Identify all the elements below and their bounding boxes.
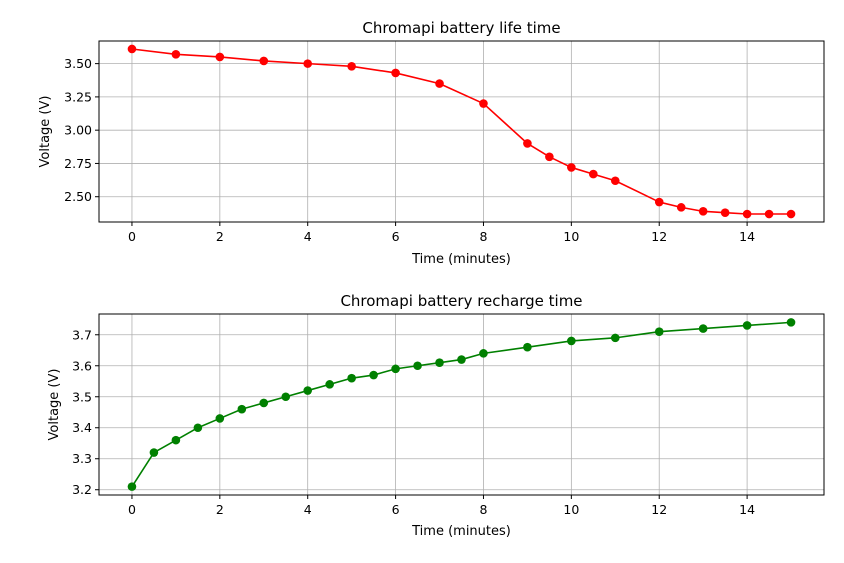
data-point: [523, 139, 532, 148]
data-point: [171, 50, 181, 59]
data-point: [127, 482, 137, 491]
x-tick-label: 8: [479, 502, 487, 517]
data-point: [479, 349, 488, 358]
x-tick-label: 12: [651, 502, 667, 517]
x-tick-label: 0: [128, 502, 136, 517]
data-point: [347, 61, 356, 71]
x-tick-label: 4: [304, 229, 312, 244]
chart-title: Chromapi battery life time: [362, 19, 560, 37]
y-tick-label: 3.3: [72, 451, 92, 466]
data-point: [698, 207, 708, 216]
data-point: [786, 318, 796, 327]
data-point: [281, 392, 291, 402]
data-point: [742, 209, 752, 219]
data-point: [654, 197, 664, 207]
data-point: [391, 364, 400, 374]
chart-title: Chromapi battery recharge time: [340, 292, 582, 310]
x-tick-label: 10: [563, 502, 579, 517]
y-tick-label: 3.25: [64, 89, 92, 104]
x-tick-label: 0: [128, 229, 136, 244]
data-point: [413, 361, 422, 371]
data-point: [325, 380, 334, 389]
x-tick-label: 6: [392, 502, 400, 517]
x-tick-label: 12: [651, 229, 667, 244]
y-tick-label: 2.75: [64, 156, 92, 171]
data-point: [391, 68, 400, 78]
data-point: [435, 358, 444, 367]
data-point: [215, 52, 225, 62]
data-point: [369, 370, 378, 380]
data-point: [457, 355, 466, 364]
data-point: [523, 342, 532, 352]
y-axis-label: Voltage (V): [47, 369, 62, 441]
y-tick-label: 3.4: [72, 420, 92, 435]
data-point: [720, 208, 730, 217]
data-point: [742, 321, 752, 330]
data-point: [567, 163, 576, 172]
data-point: [237, 404, 247, 414]
data-point: [259, 398, 269, 408]
data-point: [589, 169, 598, 179]
data-point: [259, 56, 269, 66]
y-tick-label: 3.5: [72, 389, 92, 404]
axes-frame: [98, 313, 825, 496]
data-point: [786, 209, 796, 219]
x-tick-label: 2: [216, 229, 224, 244]
y-axis-label: Voltage (V): [38, 96, 53, 168]
data-point: [435, 79, 444, 88]
y-tick-label: 3.50: [64, 56, 92, 71]
y-tick-label: 3.7: [72, 327, 92, 342]
data-point: [215, 414, 225, 423]
y-tick-label: 3.6: [72, 358, 92, 373]
data-point: [479, 99, 488, 108]
y-tick-label: 2.50: [64, 189, 92, 204]
x-tick-label: 8: [479, 229, 487, 244]
y-tick-label: 3.00: [64, 123, 92, 138]
x-tick-label: 10: [563, 229, 579, 244]
data-point: [676, 203, 686, 212]
x-tick-label: 6: [392, 229, 400, 244]
data-point: [654, 327, 664, 336]
x-axis-label: Time (minutes): [411, 252, 511, 267]
data-point: [127, 44, 137, 54]
data-point: [303, 59, 313, 68]
data-point: [149, 448, 159, 457]
data-point: [698, 324, 708, 333]
axes-frame: [98, 40, 825, 223]
x-tick-label: 4: [304, 502, 312, 517]
data-point: [171, 435, 181, 445]
data-point: [347, 373, 356, 383]
x-tick-label: 14: [739, 502, 755, 517]
x-axis-label: Time (minutes): [411, 524, 511, 539]
x-tick-label: 2: [216, 502, 224, 517]
data-point: [303, 386, 313, 395]
data-point: [567, 336, 576, 346]
y-tick-label: 3.2: [72, 482, 92, 497]
data-point: [545, 152, 554, 162]
battery-recharge-chart: Chromapi battery recharge time Time (min…: [47, 292, 825, 539]
data-point: [610, 333, 620, 343]
data-point: [193, 423, 203, 433]
data-point: [610, 176, 620, 186]
battery-life-chart: Chromapi battery life time Time (minutes…: [38, 19, 825, 267]
data-point: [764, 209, 774, 219]
x-tick-label: 14: [739, 229, 755, 244]
